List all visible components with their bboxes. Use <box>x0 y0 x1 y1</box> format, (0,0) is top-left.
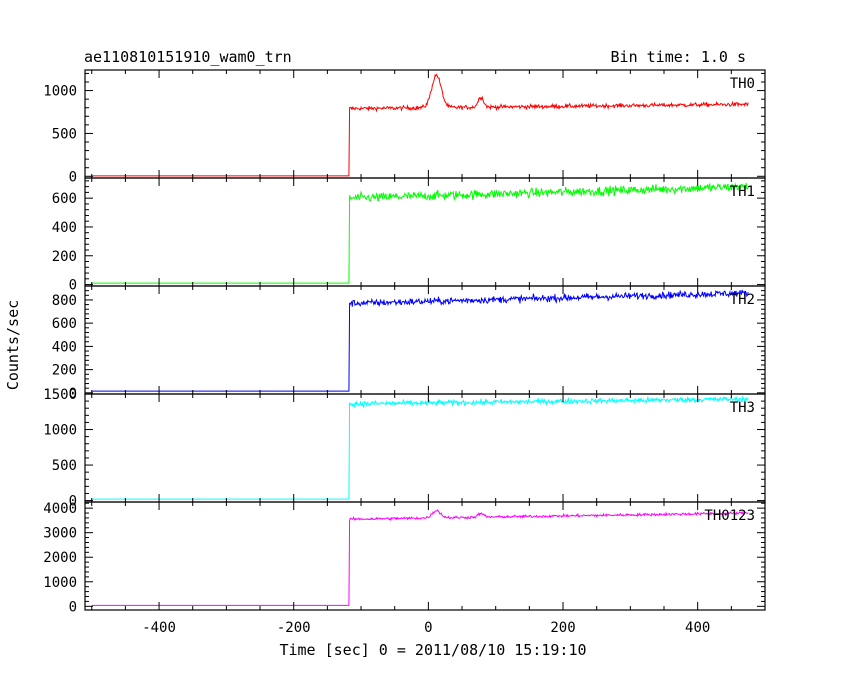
y-tick-label: 200 <box>52 363 77 379</box>
panel-frame <box>84 393 766 503</box>
y-tick-label: 600 <box>52 191 77 207</box>
x-tick-label: 0 <box>424 620 432 636</box>
series-th3 <box>91 394 749 500</box>
panel-th0123: 0 1000 2000 3000 4000 TH0123 <box>43 501 766 615</box>
y-tick-label: 1000 <box>43 575 77 591</box>
panel-frame <box>84 69 766 179</box>
bin-time-label: Bin time: 1.0 s <box>611 48 746 66</box>
y-tick-label: 500 <box>52 126 77 142</box>
panel-label: TH1 <box>730 184 755 200</box>
panels: 0 500 1000 TH0 0 200 400 600 TH1 0 200 400 600 800 TH2… <box>43 69 766 636</box>
y-tick-label: 1500 <box>43 387 77 403</box>
panel-th0: 0 500 1000 TH0 <box>43 69 766 185</box>
y-tick-label: 3000 <box>43 526 77 542</box>
series-th2 <box>91 289 749 392</box>
plot-title: ae110810151910_wam0_trn <box>84 48 292 66</box>
y-axis-label: Counts/sec <box>4 300 22 390</box>
panel-label: TH0123 <box>704 508 755 524</box>
x-tick-label: 400 <box>685 620 710 636</box>
panel-th1: 0 200 400 600 TH1 <box>52 177 766 294</box>
panel-label: TH2 <box>730 292 755 308</box>
y-tick-label: 1000 <box>43 423 77 439</box>
x-tick-label: -200 <box>277 620 311 636</box>
y-tick-label: 200 <box>52 249 77 265</box>
panel-frame <box>84 501 766 611</box>
y-tick-label: 2000 <box>43 550 77 566</box>
y-tick-label: 600 <box>52 316 77 332</box>
y-tick-label: 500 <box>52 458 77 474</box>
x-tick-label: 200 <box>550 620 575 636</box>
panel-th3: 0 500 1000 1500 TH3 <box>43 387 766 510</box>
panel-frame <box>84 285 766 395</box>
y-tick-label: 0 <box>69 169 77 185</box>
panel-label: TH3 <box>730 400 755 416</box>
panel-label: TH0 <box>730 76 755 92</box>
panel-th2: 0 200 400 600 800 TH2 <box>52 285 766 402</box>
series-th0 <box>91 73 749 177</box>
y-tick-label: 400 <box>52 220 77 236</box>
y-tick-label: 800 <box>52 293 77 309</box>
y-tick-label: 0 <box>69 386 77 402</box>
y-tick-label: 1000 <box>43 84 77 100</box>
y-tick-label: 4000 <box>43 501 77 517</box>
y-tick-label: 0 <box>69 599 77 615</box>
x-tick-label: -400 <box>142 620 176 636</box>
series-th0123 <box>91 508 749 606</box>
x-axis-label: Time [sec] 0 = 2011/08/10 15:19:10 <box>279 641 586 659</box>
y-tick-label: 0 <box>69 278 77 294</box>
y-tick-label: 0 <box>69 494 77 510</box>
y-tick-label: 400 <box>52 339 77 355</box>
series-th1 <box>91 182 749 284</box>
